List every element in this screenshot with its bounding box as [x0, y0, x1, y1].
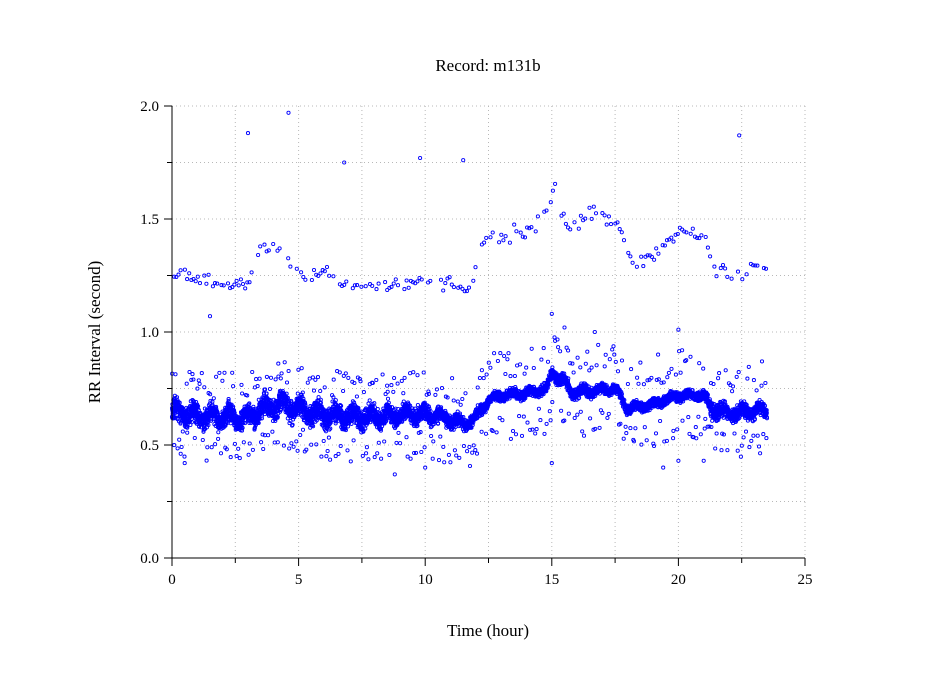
data-point [247, 401, 252, 406]
data-point [311, 424, 316, 429]
data-point [300, 390, 305, 395]
data-point [333, 398, 338, 403]
data-point [209, 418, 214, 423]
data-points [169, 110, 770, 477]
data-point [284, 391, 289, 396]
data-point [243, 421, 248, 426]
data-point [263, 387, 268, 392]
data-point [240, 425, 245, 430]
data-point [339, 403, 344, 408]
data-point [318, 400, 323, 405]
data-point [177, 400, 182, 405]
data-point [334, 419, 339, 424]
data-point [208, 398, 213, 403]
data-point [333, 421, 338, 426]
data-point [328, 420, 333, 425]
data-point [295, 391, 300, 396]
data-point [349, 418, 355, 423]
data-point [328, 426, 333, 431]
data-point [223, 423, 228, 428]
data-point [356, 405, 361, 411]
data-point [287, 421, 292, 426]
grid-lines [172, 105, 806, 558]
data-point [319, 404, 324, 409]
data-point [256, 420, 261, 426]
data-point [301, 396, 306, 401]
data-point [251, 404, 256, 409]
data-point [310, 423, 315, 428]
data-point [285, 398, 290, 403]
data-point [320, 407, 325, 412]
data-point [247, 420, 252, 426]
data-point [191, 399, 196, 404]
data-point [214, 406, 219, 412]
data-point [346, 424, 351, 429]
data-point [196, 404, 201, 409]
data-point [330, 399, 335, 404]
data-point [258, 416, 263, 421]
data-point [232, 410, 237, 415]
data-point [352, 400, 357, 405]
data-point [343, 428, 348, 433]
data-point [278, 408, 283, 413]
data-point [216, 430, 221, 435]
data-point [280, 388, 285, 393]
data-point [206, 422, 211, 428]
data-point [303, 401, 308, 406]
data-point [214, 404, 219, 409]
data-point [206, 418, 211, 423]
data-point [264, 391, 269, 396]
data-point [275, 414, 280, 420]
